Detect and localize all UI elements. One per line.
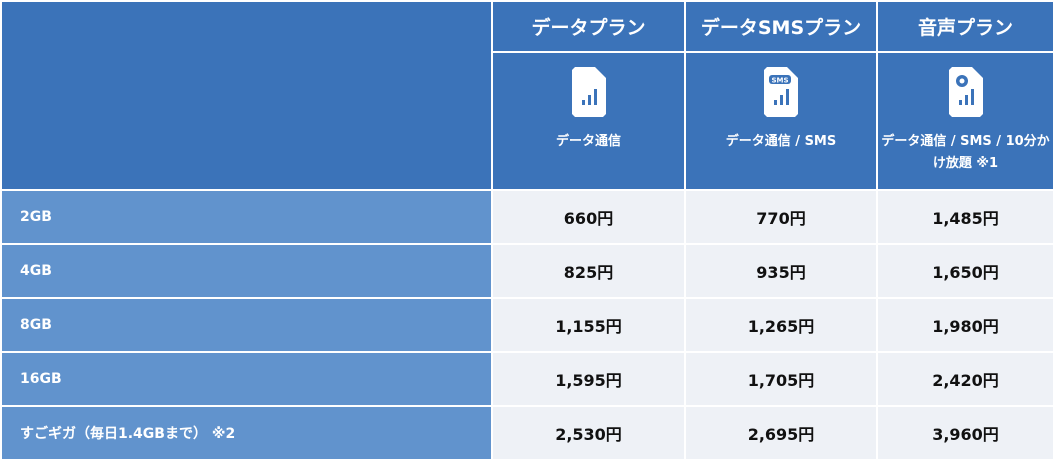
price-cell: 1,705円 — [684, 351, 878, 407]
table-row: 4GB 825円 935円 1,650円 — [0, 243, 1055, 299]
price-cell: 935円 — [684, 243, 878, 299]
plan-features-data: データ通信 — [491, 51, 686, 191]
row-label: 4GB — [0, 243, 493, 299]
table-row: すごギガ（毎日1.4GBまで） ※2 2,530円 2,695円 3,960円 — [0, 405, 1055, 461]
sim-voice-icon — [948, 67, 983, 117]
price-cell: 2,530円 — [491, 405, 686, 461]
features-text: データ通信 / SMS / 10分かけ放題 ※1 — [881, 134, 1050, 171]
row-label: すごギガ（毎日1.4GBまで） ※2 — [0, 405, 493, 461]
sim-data-icon — [571, 67, 606, 117]
price-cell: 2,695円 — [684, 405, 878, 461]
plan-features-voice: データ通信 / SMS / 10分かけ放題 ※1 — [876, 51, 1055, 191]
price-cell: 770円 — [684, 189, 878, 245]
table-row: 8GB 1,155円 1,265円 1,980円 — [0, 297, 1055, 353]
corner-cell — [0, 0, 493, 191]
row-label: 16GB — [0, 351, 493, 407]
row-label: 8GB — [0, 297, 493, 353]
price-cell: 1,595円 — [491, 351, 686, 407]
plan-header-data: データプラン — [491, 0, 686, 53]
price-cell: 3,960円 — [876, 405, 1055, 461]
price-cell: 660円 — [491, 189, 686, 245]
price-cell: 825円 — [491, 243, 686, 299]
price-cell: 2,420円 — [876, 351, 1055, 407]
row-label: 2GB — [0, 189, 493, 245]
price-cell: 1,650円 — [876, 243, 1055, 299]
table-row: 16GB 1,595円 1,705円 2,420円 — [0, 351, 1055, 407]
price-cell: 1,265円 — [684, 297, 878, 353]
price-cell: 1,980円 — [876, 297, 1055, 353]
sim-sms-icon: SMS — [764, 67, 798, 117]
features-text: データ通信 — [555, 134, 621, 149]
price-cell: 1,155円 — [491, 297, 686, 353]
plan-header-voice: 音声プラン — [876, 0, 1055, 53]
table-row: 2GB 660円 770円 1,485円 — [0, 189, 1055, 245]
plan-features-data-sms: SMS データ通信 / SMS — [684, 51, 878, 191]
features-text: データ通信 / SMS — [725, 134, 837, 149]
price-cell: 1,485円 — [876, 189, 1055, 245]
plan-header-data-sms: データSMSプラン — [684, 0, 878, 53]
svg-text:SMS: SMS — [771, 77, 788, 85]
